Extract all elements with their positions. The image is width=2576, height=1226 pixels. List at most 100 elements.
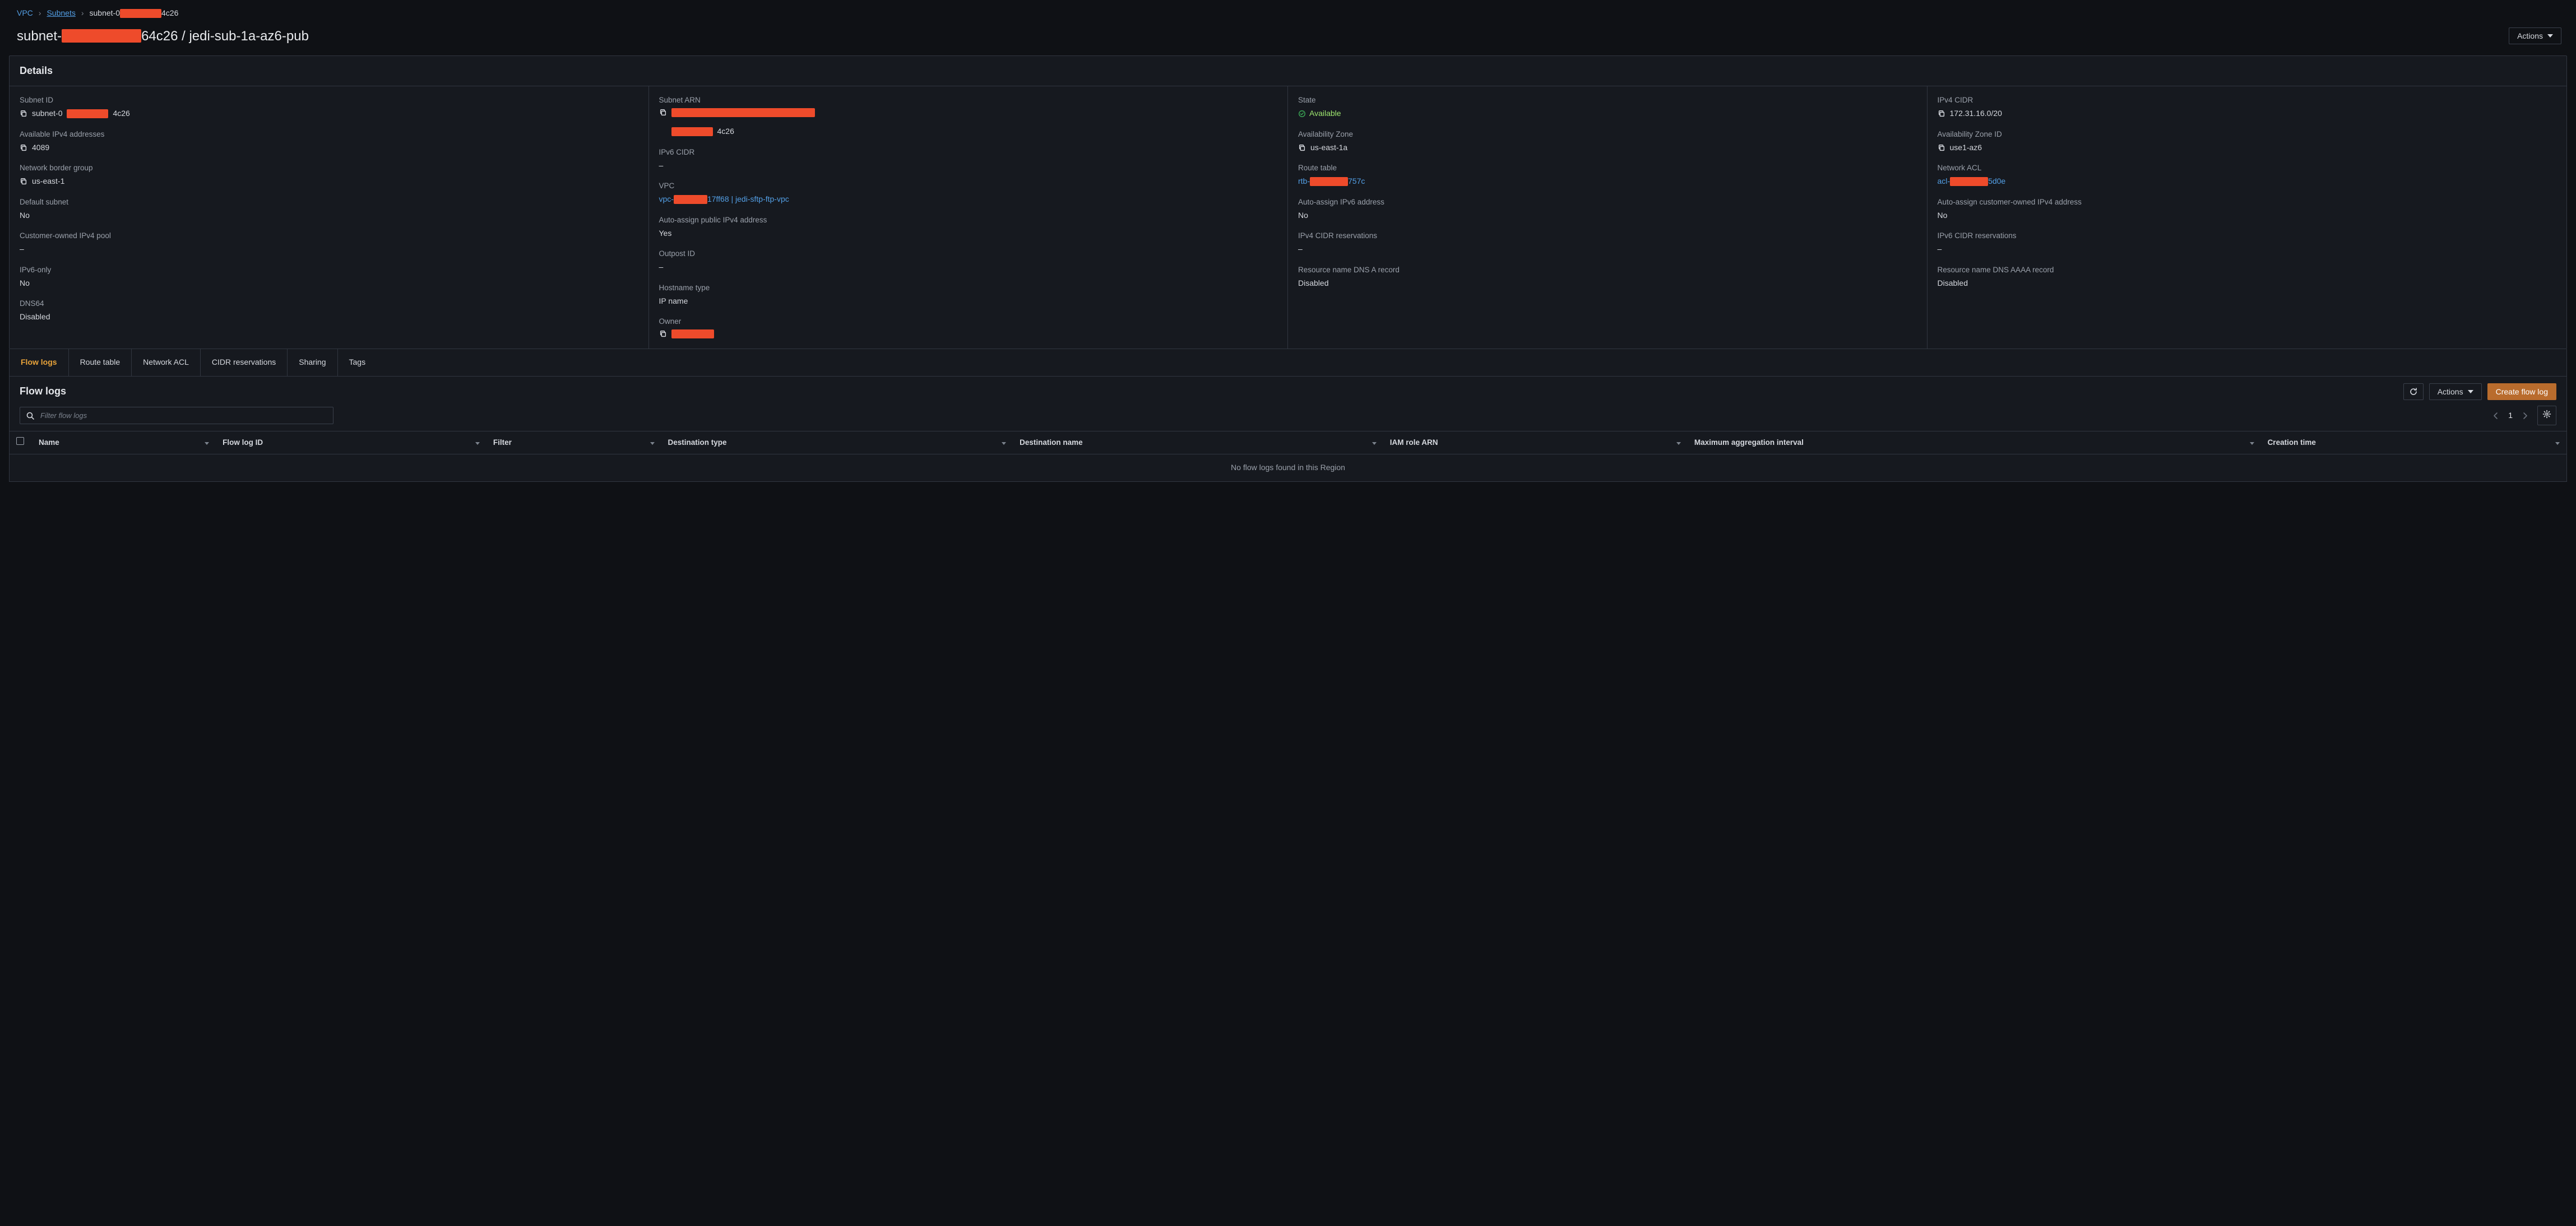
details-column: Subnet IDsubnet-04c26 Available IPv4 addr… (10, 86, 649, 349)
detail-value: acl-5d0e (1938, 176, 2557, 187)
detail-field: Route tablertb-757c (1298, 163, 1917, 187)
details-panel: Details Subnet IDsubnet-04c26 Available I… (9, 55, 2567, 349)
chevron-right-icon: › (81, 8, 84, 19)
detail-label: Auto-assign IPv6 address (1298, 197, 1917, 208)
sort-icon (650, 442, 655, 445)
copy-icon[interactable] (20, 144, 27, 152)
detail-value: – (1938, 244, 2557, 255)
details-title: Details (10, 56, 2566, 86)
redacted-text (67, 109, 108, 118)
detail-value: IP name (659, 296, 1278, 307)
column-header[interactable]: Creation time (2261, 431, 2566, 454)
detail-value: subnet-04c26 (20, 108, 638, 119)
detail-field: Subnet ARN 4c26 (659, 95, 1278, 137)
page-prev-icon[interactable] (2491, 411, 2500, 420)
sort-icon (2250, 442, 2254, 445)
detail-field: DNS64Disabled (20, 299, 638, 322)
empty-row: No flow logs found in this Region (10, 454, 2566, 481)
detail-link[interactable]: acl-5d0e (1938, 176, 2006, 187)
page-next-icon[interactable] (2521, 411, 2529, 420)
detail-label: Subnet ARN (659, 95, 1278, 106)
detail-label: Outpost ID (659, 249, 1278, 259)
detail-link[interactable]: rtb-757c (1298, 176, 1365, 187)
tab-cidr-reservations[interactable]: CIDR reservations (200, 349, 287, 376)
breadcrumb-current-prefix: subnet-0 (90, 8, 120, 19)
breadcrumb-subnets[interactable]: Subnets (47, 8, 75, 19)
details-column: Subnet ARN4c26IPv6 CIDR–VPCvpc-17ff68 | … (649, 86, 1289, 349)
pager: 1 (2491, 406, 2556, 426)
detail-field: Network ACLacl-5d0e (1938, 163, 2557, 187)
detail-label: IPv4 CIDR reservations (1298, 231, 1917, 242)
redacted-text (1950, 177, 1988, 186)
column-header[interactable]: Name (32, 431, 216, 454)
redacted-text (62, 29, 141, 43)
detail-value: 4c26 (659, 108, 1278, 137)
select-all-checkbox[interactable] (16, 437, 24, 445)
detail-label: Auto-assign public IPv4 address (659, 215, 1278, 226)
detail-value: Disabled (20, 312, 638, 323)
detail-label: IPv4 CIDR (1938, 95, 2557, 106)
column-header[interactable]: Maximum aggregation interval (1688, 431, 2261, 454)
detail-field: IPv6 CIDR – (659, 147, 1278, 171)
sort-icon (475, 442, 480, 445)
detail-value: – (659, 160, 1278, 171)
detail-value: – (1298, 244, 1917, 255)
copy-icon[interactable] (20, 178, 27, 185)
detail-label: IPv6-only (20, 265, 638, 276)
detail-label: IPv6 CIDR reservations (1938, 231, 2557, 242)
detail-field: Availability Zoneus-east-1a (1298, 129, 1917, 153)
tab-tags[interactable]: Tags (337, 349, 377, 376)
detail-value: 172.31.16.0/20 (1938, 108, 2557, 119)
filter-input[interactable] (39, 411, 327, 420)
sort-icon (2555, 442, 2560, 445)
column-header[interactable]: Flow log ID (216, 431, 487, 454)
settings-button[interactable] (2537, 406, 2556, 426)
tab-network-acl[interactable]: Network ACL (131, 349, 200, 376)
copy-icon[interactable] (1298, 144, 1306, 152)
copy-icon[interactable] (20, 110, 27, 118)
detail-field: IPv4 CIDR 172.31.16.0/20 (1938, 95, 2557, 119)
caret-down-icon (2468, 390, 2473, 393)
tab-sharing[interactable]: Sharing (287, 349, 337, 376)
detail-field: Available IPv4 addresses4089 (20, 129, 638, 153)
detail-value: us-east-1 (20, 176, 638, 187)
detail-field: IPv6-only No (20, 265, 638, 289)
column-header[interactable]: Destination name (1013, 431, 1383, 454)
filter-input-wrap[interactable] (20, 407, 333, 424)
column-header[interactable]: Filter (487, 431, 661, 454)
detail-field: Customer-owned IPv4 pool– (20, 231, 638, 254)
detail-value: 4089 (20, 142, 638, 154)
tab-flow-logs[interactable]: Flow logs (10, 349, 68, 376)
detail-label: Auto-assign customer-owned IPv4 address (1938, 197, 2557, 208)
breadcrumb-vpc[interactable]: VPC (17, 8, 33, 19)
detail-value: No (1298, 210, 1917, 221)
detail-value: Available (1298, 108, 1917, 119)
detail-label: Availability Zone ID (1938, 129, 2557, 140)
detail-label: Hostname type (659, 283, 1278, 294)
detail-field: Default subnetNo (20, 197, 638, 221)
create-flow-log-button[interactable]: Create flow log (2487, 383, 2556, 400)
copy-icon[interactable] (1938, 144, 1945, 152)
detail-field: Network border groupus-east-1 (20, 163, 638, 187)
copy-icon[interactable] (1938, 110, 1945, 118)
detail-field: Subnet IDsubnet-04c26 (20, 95, 638, 119)
detail-value: – (20, 244, 638, 255)
flow-actions-button[interactable]: Actions (2429, 383, 2482, 400)
column-header[interactable]: IAM role ARN (1383, 431, 1688, 454)
detail-field: Resource name DNS AAAA recordDisabled (1938, 265, 2557, 289)
column-header[interactable]: Destination type (661, 431, 1013, 454)
detail-label: Availability Zone (1298, 129, 1917, 140)
copy-icon[interactable] (659, 109, 667, 117)
refresh-button[interactable] (2403, 383, 2424, 400)
detail-value: No (20, 278, 638, 289)
copy-icon[interactable] (659, 330, 667, 338)
tabs-container: Flow logsRoute tableNetwork ACLCIDR rese… (9, 349, 2567, 482)
detail-value: Disabled (1938, 278, 2557, 289)
actions-button[interactable]: Actions (2509, 27, 2561, 44)
tab-route-table[interactable]: Route table (68, 349, 132, 376)
detail-label: IPv6 CIDR (659, 147, 1278, 158)
caret-down-icon (2547, 34, 2553, 38)
redacted-text (1310, 177, 1348, 186)
detail-link[interactable]: vpc-17ff68 | jedi-sftp-ftp-vpc (659, 194, 789, 205)
page-title: subnet- 64c26 / jedi-sub-1a-az6-pub (17, 27, 309, 46)
